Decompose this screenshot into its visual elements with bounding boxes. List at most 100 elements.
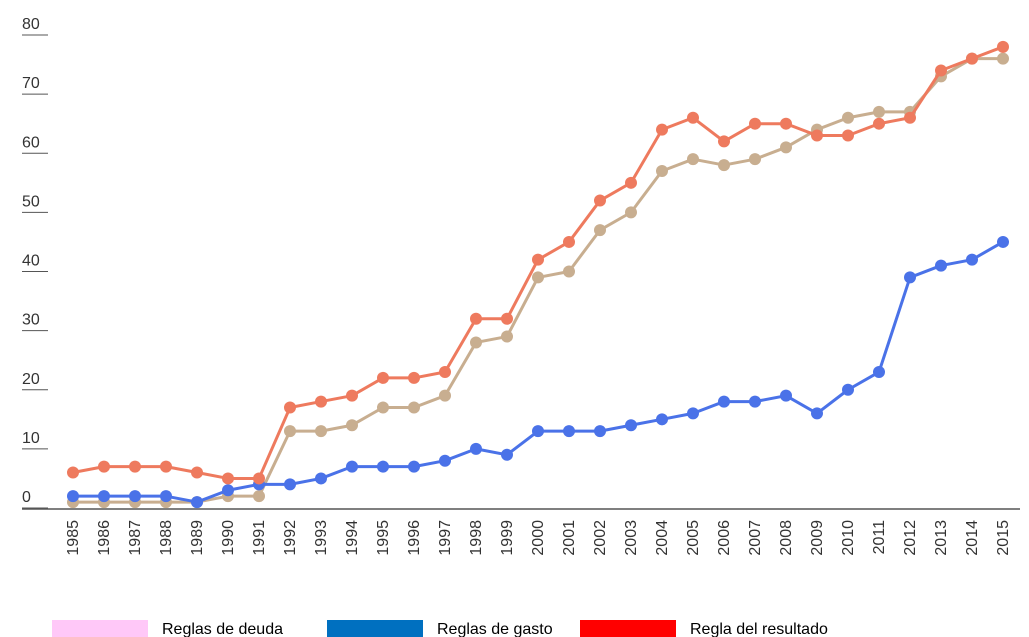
data-point bbox=[594, 194, 606, 207]
x-tick-label: 1989 bbox=[189, 520, 206, 556]
x-tick-label: 2000 bbox=[530, 520, 547, 556]
data-point bbox=[501, 330, 513, 343]
data-point bbox=[284, 425, 296, 438]
data-point bbox=[749, 395, 761, 408]
data-point bbox=[656, 413, 668, 426]
data-point bbox=[687, 111, 699, 124]
x-tick-label: 2004 bbox=[654, 520, 671, 556]
data-point bbox=[253, 472, 265, 485]
data-point bbox=[284, 478, 296, 491]
y-tick-label: 40 bbox=[22, 253, 40, 270]
data-point bbox=[718, 395, 730, 408]
data-point bbox=[98, 490, 110, 503]
data-point bbox=[904, 271, 916, 284]
data-point bbox=[811, 407, 823, 420]
data-point bbox=[160, 460, 172, 473]
data-point bbox=[470, 336, 482, 349]
data-point bbox=[563, 235, 575, 248]
x-labels: 1985 1986 1987 1988 1989 1990 1991 1992 1993 1994… bbox=[65, 520, 1012, 556]
x-tick-label: 2009 bbox=[809, 520, 826, 556]
legend-swatch bbox=[327, 620, 423, 637]
data-point bbox=[780, 117, 792, 130]
x-tick-label: 2014 bbox=[964, 520, 981, 556]
data-point bbox=[780, 389, 792, 402]
x-tick-label: 2003 bbox=[623, 520, 640, 556]
data-point bbox=[408, 371, 420, 384]
data-point bbox=[501, 312, 513, 325]
x-tick-label: 1994 bbox=[344, 520, 361, 556]
x-tick-label: 1988 bbox=[158, 520, 175, 556]
x-tick-label: 1998 bbox=[468, 520, 485, 556]
data-point bbox=[439, 366, 451, 379]
data-point bbox=[997, 235, 1009, 248]
data-point bbox=[749, 153, 761, 166]
data-point bbox=[935, 259, 947, 272]
data-point bbox=[656, 164, 668, 177]
data-point bbox=[315, 472, 327, 485]
data-point bbox=[780, 141, 792, 154]
legend-swatch bbox=[580, 620, 676, 637]
y-tick-label: 60 bbox=[22, 134, 40, 151]
data-point bbox=[315, 395, 327, 408]
x-tick-label: 2002 bbox=[592, 520, 609, 556]
x-tick-label: 2015 bbox=[995, 520, 1012, 556]
x-tick-label: 1996 bbox=[406, 520, 423, 556]
data-point bbox=[842, 383, 854, 396]
x-tick-label: 2001 bbox=[561, 520, 578, 556]
data-point bbox=[625, 176, 637, 189]
data-point bbox=[625, 206, 637, 219]
y-tick-label: 80 bbox=[22, 16, 40, 33]
legend-label: Reglas de gasto bbox=[437, 621, 553, 637]
data-point bbox=[470, 312, 482, 325]
data-point bbox=[687, 153, 699, 166]
x-tick-label: 1986 bbox=[96, 520, 113, 556]
x-tick-label: 1991 bbox=[251, 520, 268, 556]
data-point bbox=[501, 448, 513, 461]
data-point bbox=[842, 129, 854, 142]
data-point bbox=[966, 52, 978, 65]
data-point bbox=[222, 472, 234, 485]
data-point bbox=[811, 129, 823, 142]
data-point bbox=[67, 490, 79, 503]
data-point bbox=[687, 407, 699, 420]
x-tick-label: 2010 bbox=[840, 520, 857, 556]
data-point bbox=[408, 401, 420, 414]
data-point bbox=[284, 401, 296, 414]
data-point bbox=[749, 117, 761, 130]
data-point bbox=[563, 265, 575, 278]
data-point bbox=[532, 425, 544, 438]
y-tick-label: 70 bbox=[22, 75, 40, 92]
data-point bbox=[594, 224, 606, 237]
x-tick-label: 1999 bbox=[499, 520, 516, 556]
data-point bbox=[98, 460, 110, 473]
legend-swatch bbox=[52, 620, 148, 637]
data-point bbox=[594, 425, 606, 438]
y-tick-label: 30 bbox=[22, 312, 40, 329]
data-point bbox=[222, 484, 234, 497]
data-point bbox=[377, 460, 389, 473]
x-tick-label: 1992 bbox=[282, 520, 299, 556]
data-point bbox=[873, 105, 885, 118]
data-point bbox=[718, 159, 730, 172]
data-point bbox=[346, 460, 358, 473]
data-point bbox=[160, 490, 172, 503]
y-tick-label: 0 bbox=[22, 489, 31, 506]
legend-label: Reglas de deuda bbox=[162, 621, 283, 637]
x-tick-label: 2006 bbox=[716, 520, 733, 556]
data-point bbox=[439, 454, 451, 467]
data-point bbox=[253, 490, 265, 503]
x-tick-label: 1990 bbox=[220, 520, 237, 556]
x-tick-label: 2013 bbox=[933, 520, 950, 556]
x-tick-label: 2011 bbox=[871, 520, 888, 555]
data-point bbox=[904, 111, 916, 124]
y-tick-label: 10 bbox=[22, 430, 40, 447]
x-tick-label: 1993 bbox=[313, 520, 330, 556]
x-tick-label: 1995 bbox=[375, 520, 392, 556]
data-point bbox=[625, 419, 637, 432]
x-tick-label: 2007 bbox=[747, 520, 764, 556]
data-point bbox=[656, 123, 668, 136]
y-tick-label: 50 bbox=[22, 193, 40, 210]
x-tick-label: 2012 bbox=[902, 520, 919, 556]
data-point bbox=[408, 460, 420, 473]
